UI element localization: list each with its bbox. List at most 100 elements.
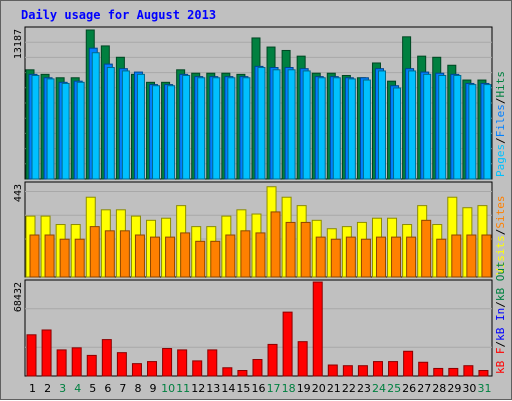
bar-kb-f-day-9 — [147, 361, 158, 377]
bar-kb-f-day-7 — [116, 352, 127, 377]
x-tick-label-day-31: 31 — [477, 382, 491, 395]
bar-sites-day-16 — [255, 232, 266, 278]
x-tick-label-day-18: 18 — [282, 382, 296, 395]
x-tick-label-day-16: 16 — [252, 382, 266, 395]
bar-kb-f-day-23 — [357, 365, 368, 377]
bar-kb-f-day-13 — [207, 349, 218, 377]
bar-sites-day-22 — [345, 236, 356, 278]
bar-pages-day-31 — [483, 84, 492, 180]
panel-hits-files-pages-legend: Pages/Files/Hits — [494, 71, 507, 177]
x-tick-label-day-19: 19 — [297, 382, 311, 395]
x-tick-label-day-20: 20 — [312, 382, 326, 395]
bar-sites-day-23 — [360, 238, 371, 278]
legend-item: kB In — [494, 308, 507, 341]
x-tick-label-day-27: 27 — [417, 382, 431, 395]
bar-kb-f-day-20 — [312, 281, 323, 377]
bar-sites-day-9 — [150, 236, 161, 278]
bar-sites-day-31 — [481, 234, 492, 278]
bar-pages-day-5 — [91, 52, 100, 180]
x-tick-label-day-14: 14 — [221, 382, 235, 395]
bar-kb-f-day-12 — [192, 360, 203, 377]
bar-sites-day-26 — [406, 236, 417, 278]
panel-hits-files-pages-ymax-label: 13187 — [13, 29, 24, 59]
bar-sites-day-29 — [451, 234, 462, 278]
bar-pages-day-19 — [302, 70, 311, 180]
bar-sites-day-20 — [315, 236, 326, 278]
bar-kb-f-day-21 — [327, 364, 338, 377]
bar-kb-f-day-3 — [56, 349, 67, 377]
x-tick-label-day-15: 15 — [236, 382, 250, 395]
x-tick-label-day-3: 3 — [59, 382, 66, 395]
legend-item: Hits — [494, 71, 507, 98]
panel-kbytes-legend: kB F/kB In/kB Out — [494, 261, 507, 374]
bar-pages-day-15 — [242, 77, 251, 180]
x-tick-label-day-28: 28 — [432, 382, 446, 395]
bar-kb-f-day-28 — [433, 367, 444, 377]
bar-kb-f-day-10 — [162, 348, 173, 377]
bar-pages-day-2 — [46, 78, 55, 180]
bar-sites-day-4 — [74, 238, 85, 278]
x-tick-label-day-2: 2 — [44, 382, 51, 395]
x-tick-label-day-9: 9 — [150, 382, 157, 395]
bar-kb-f-day-22 — [342, 365, 353, 377]
legend-item: Sites — [494, 196, 507, 229]
bar-kb-f-day-15 — [237, 370, 248, 377]
bar-sites-day-11 — [180, 232, 191, 278]
panel-visits-sites-legend: Visits/Sites — [494, 196, 507, 276]
bar-pages-day-17 — [272, 69, 281, 180]
x-tick-label-day-21: 21 — [327, 382, 341, 395]
bar-pages-day-16 — [257, 67, 266, 180]
bar-sites-day-1 — [29, 234, 40, 278]
x-tick-label-day-17: 17 — [267, 382, 281, 395]
x-tick-label-day-30: 30 — [462, 382, 476, 395]
bar-pages-day-18 — [287, 69, 296, 180]
bar-sites-day-8 — [134, 234, 145, 278]
bar-pages-day-9 — [152, 85, 161, 180]
legend-item: / — [494, 341, 507, 348]
bar-sites-day-28 — [436, 238, 447, 278]
x-tick-label-day-23: 23 — [357, 382, 371, 395]
bar-pages-day-11 — [182, 74, 191, 180]
bar-sites-day-14 — [225, 234, 236, 278]
x-tick-label-day-10: 10 — [161, 382, 175, 395]
bar-sites-day-18 — [285, 221, 296, 278]
x-tick-label-day-12: 12 — [191, 382, 205, 395]
legend-item: / — [494, 98, 507, 105]
x-tick-label-day-25: 25 — [387, 382, 401, 395]
bar-kb-f-day-25 — [388, 361, 399, 377]
bar-kb-f-day-19 — [297, 341, 308, 377]
bar-sites-day-10 — [165, 236, 176, 278]
x-tick-label-day-24: 24 — [372, 382, 386, 395]
bar-pages-day-21 — [332, 77, 341, 180]
bar-kb-f-day-24 — [372, 361, 383, 377]
bar-kb-f-day-1 — [26, 334, 37, 377]
bar-sites-day-5 — [89, 226, 100, 278]
chart-title: Daily usage for August 2013 — [21, 8, 217, 22]
bar-kb-f-day-5 — [86, 354, 97, 377]
x-tick-label-day-13: 13 — [206, 382, 220, 395]
bar-pages-day-10 — [167, 85, 176, 180]
bar-sites-day-13 — [210, 240, 221, 278]
bar-pages-day-12 — [197, 77, 206, 180]
legend-item: Pages — [494, 144, 507, 177]
bar-pages-day-22 — [347, 78, 356, 180]
legend-item: Files — [494, 104, 507, 137]
x-tick-label-day-29: 29 — [447, 382, 461, 395]
panel-kbytes-ymax-label: 68432 — [13, 282, 24, 312]
legend-item: / — [494, 229, 507, 236]
bar-kb-f-day-17 — [267, 343, 278, 377]
bar-pages-day-25 — [393, 87, 402, 180]
bar-kb-f-day-14 — [222, 367, 233, 377]
bar-sites-day-12 — [195, 240, 206, 278]
bar-kb-f-day-29 — [448, 367, 459, 377]
x-tick-label-day-26: 26 — [402, 382, 416, 395]
bar-kb-f-day-8 — [131, 363, 142, 377]
bar-kb-f-day-27 — [418, 361, 429, 377]
bar-kb-f-day-31 — [478, 370, 489, 377]
bar-pages-day-26 — [408, 70, 417, 180]
bar-kb-f-day-2 — [41, 329, 52, 377]
bar-kb-f-day-30 — [463, 365, 474, 377]
bar-sites-day-30 — [466, 234, 477, 278]
